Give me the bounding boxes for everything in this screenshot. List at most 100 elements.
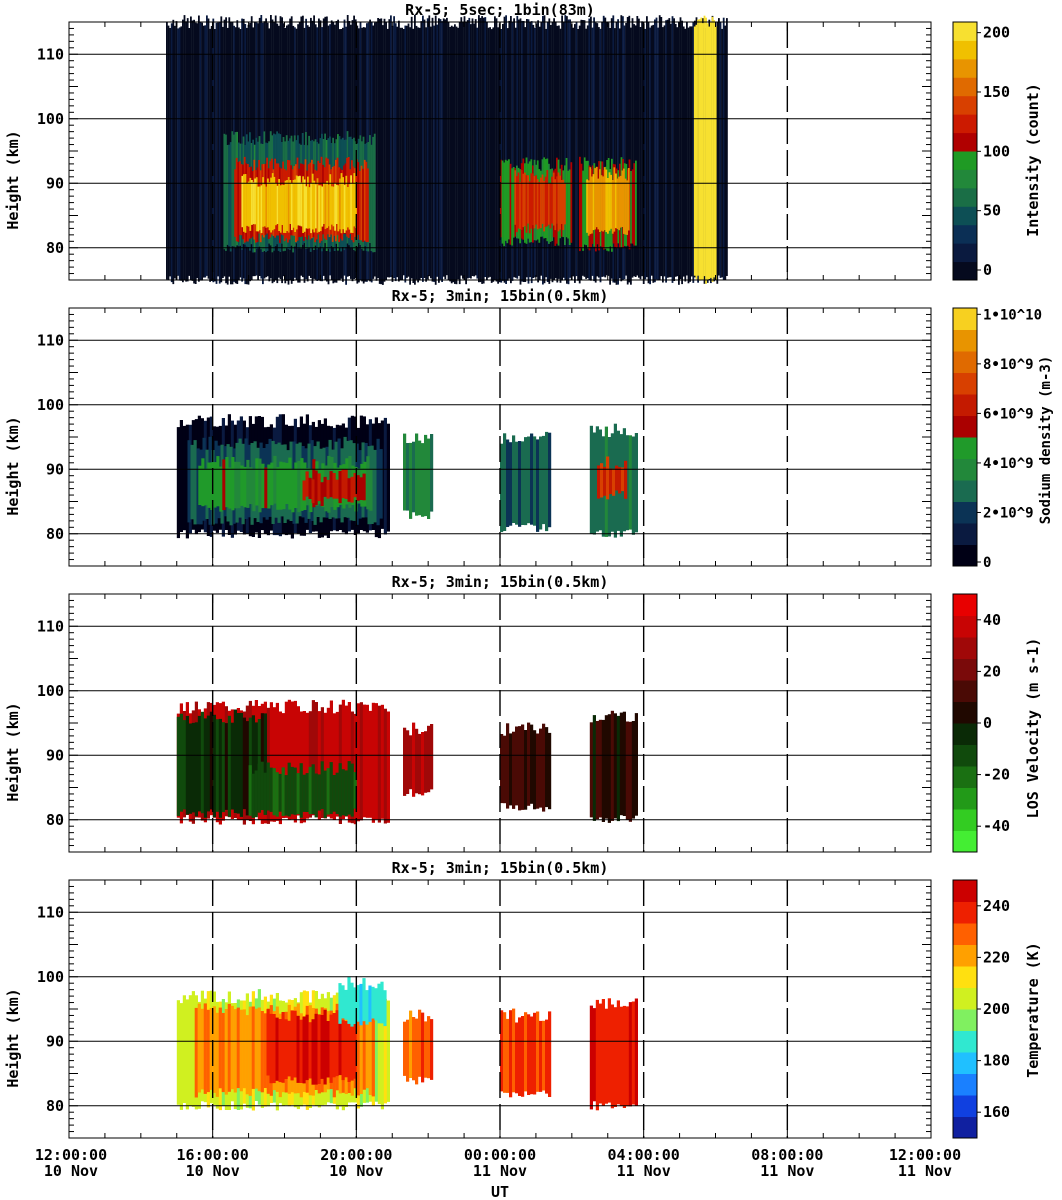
data-strip: [320, 1015, 324, 1079]
data-strip: [353, 473, 357, 498]
data-strip: [559, 175, 561, 230]
data-strip: [194, 1007, 198, 1098]
data-strip: [583, 157, 586, 245]
data-strip: [202, 25, 205, 278]
colorbar-segment: [953, 680, 977, 702]
data-strip: [698, 19, 701, 281]
data-strip: [234, 169, 236, 237]
data-strip: [215, 1012, 219, 1097]
data-strip: [314, 470, 318, 506]
data-strip: [221, 722, 225, 813]
data-strip: [541, 174, 544, 224]
y-tick-label: 110: [37, 331, 64, 349]
data-strip: [631, 18, 634, 278]
data-strip: [647, 22, 650, 284]
colorbar-tick-labels: 240 220 200 180 160: [983, 897, 1010, 1121]
y-tick-label: 80: [46, 239, 64, 257]
data-strip: [273, 176, 276, 230]
data-strip: [326, 707, 330, 817]
data-strip: [275, 772, 279, 817]
data-strip: [294, 179, 296, 232]
data-strip: [263, 713, 267, 815]
colorbar-tick-labels: 40 20 0 -20 -40: [983, 611, 1010, 835]
data-strip: [574, 24, 576, 283]
data-strip: [243, 466, 247, 508]
data-strip: [565, 158, 568, 238]
data-strip: [407, 23, 410, 277]
data-strip: [214, 29, 216, 282]
data-strip: [332, 713, 336, 820]
data-strip: [430, 1019, 434, 1080]
data-strip: [679, 17, 682, 280]
data-strip: [530, 724, 534, 804]
colorbar-tick-label: 2•10^9: [983, 505, 1034, 521]
data-strip: [290, 701, 294, 820]
data-strip: [169, 28, 171, 277]
data-strip: [532, 173, 534, 226]
data-strip: [292, 180, 295, 228]
x-tick-date: 11 Nov: [617, 1162, 671, 1180]
x-tick-time: 20:00:00: [320, 1146, 392, 1164]
data-strip: [570, 162, 573, 243]
data-strip: [612, 15, 615, 283]
data-strip: [592, 174, 595, 231]
data-strip: [406, 25, 408, 278]
data-strip: [341, 1020, 345, 1081]
data-strip: [302, 711, 306, 823]
data-strip: [538, 26, 541, 281]
data-strip: [487, 27, 490, 278]
data-strip: [500, 734, 504, 804]
colorbar-label: Intensity (count): [1024, 83, 1042, 237]
colorbar-segment: [953, 809, 977, 831]
data-strip: [302, 480, 306, 501]
data-strip: [273, 455, 277, 504]
data-strip: [182, 995, 186, 1103]
data-strip: [635, 160, 637, 246]
data-strip: [535, 175, 537, 225]
colorbar-label: LOS Velocity (m s-1): [1024, 638, 1042, 819]
data-strip: [198, 465, 202, 505]
data-strip: [179, 420, 183, 532]
data-strip: [237, 461, 241, 509]
data-strip: [592, 432, 596, 535]
colorbar-segment: [953, 372, 977, 395]
data-strip: [427, 725, 431, 793]
data-strip: [509, 733, 513, 806]
data-strip: [227, 1003, 231, 1092]
data-strip: [724, 25, 727, 281]
colorbar-tick-label: 220: [983, 948, 1010, 966]
data-strip: [326, 768, 330, 815]
data-strip: [539, 436, 543, 530]
data-strip: [502, 24, 504, 281]
data-strip: [605, 169, 608, 233]
data-strip: [533, 1012, 537, 1095]
colorbar-segment: [953, 637, 977, 659]
data-strip: [172, 19, 175, 285]
data-strip: [552, 172, 555, 226]
data-strip: [308, 766, 312, 814]
data-strip: [170, 23, 173, 283]
data-strip: [714, 26, 717, 280]
data-strip: [272, 768, 276, 816]
data-strip: [535, 23, 538, 277]
data-strip: [299, 763, 303, 818]
data-strip: [341, 769, 345, 816]
data-strip: [233, 134, 235, 247]
colorbar-segment: [953, 351, 977, 373]
data-strip: [386, 423, 390, 532]
y-axis-label: Height (km): [4, 130, 22, 229]
data-strip: [426, 18, 429, 280]
colorbar-segment: [953, 58, 977, 78]
data-strip: [619, 712, 623, 816]
data-strip: [508, 159, 510, 240]
data-strip: [356, 703, 360, 822]
colorbar-segment: [953, 1052, 977, 1074]
data-strip: [624, 460, 628, 499]
data-strip: [660, 17, 663, 277]
data-strip: [543, 15, 546, 284]
data-strip: [210, 462, 214, 510]
data-strip: [702, 23, 704, 280]
data-strip: [623, 168, 625, 234]
data-strip: [494, 16, 496, 280]
data-strip: [567, 19, 570, 285]
